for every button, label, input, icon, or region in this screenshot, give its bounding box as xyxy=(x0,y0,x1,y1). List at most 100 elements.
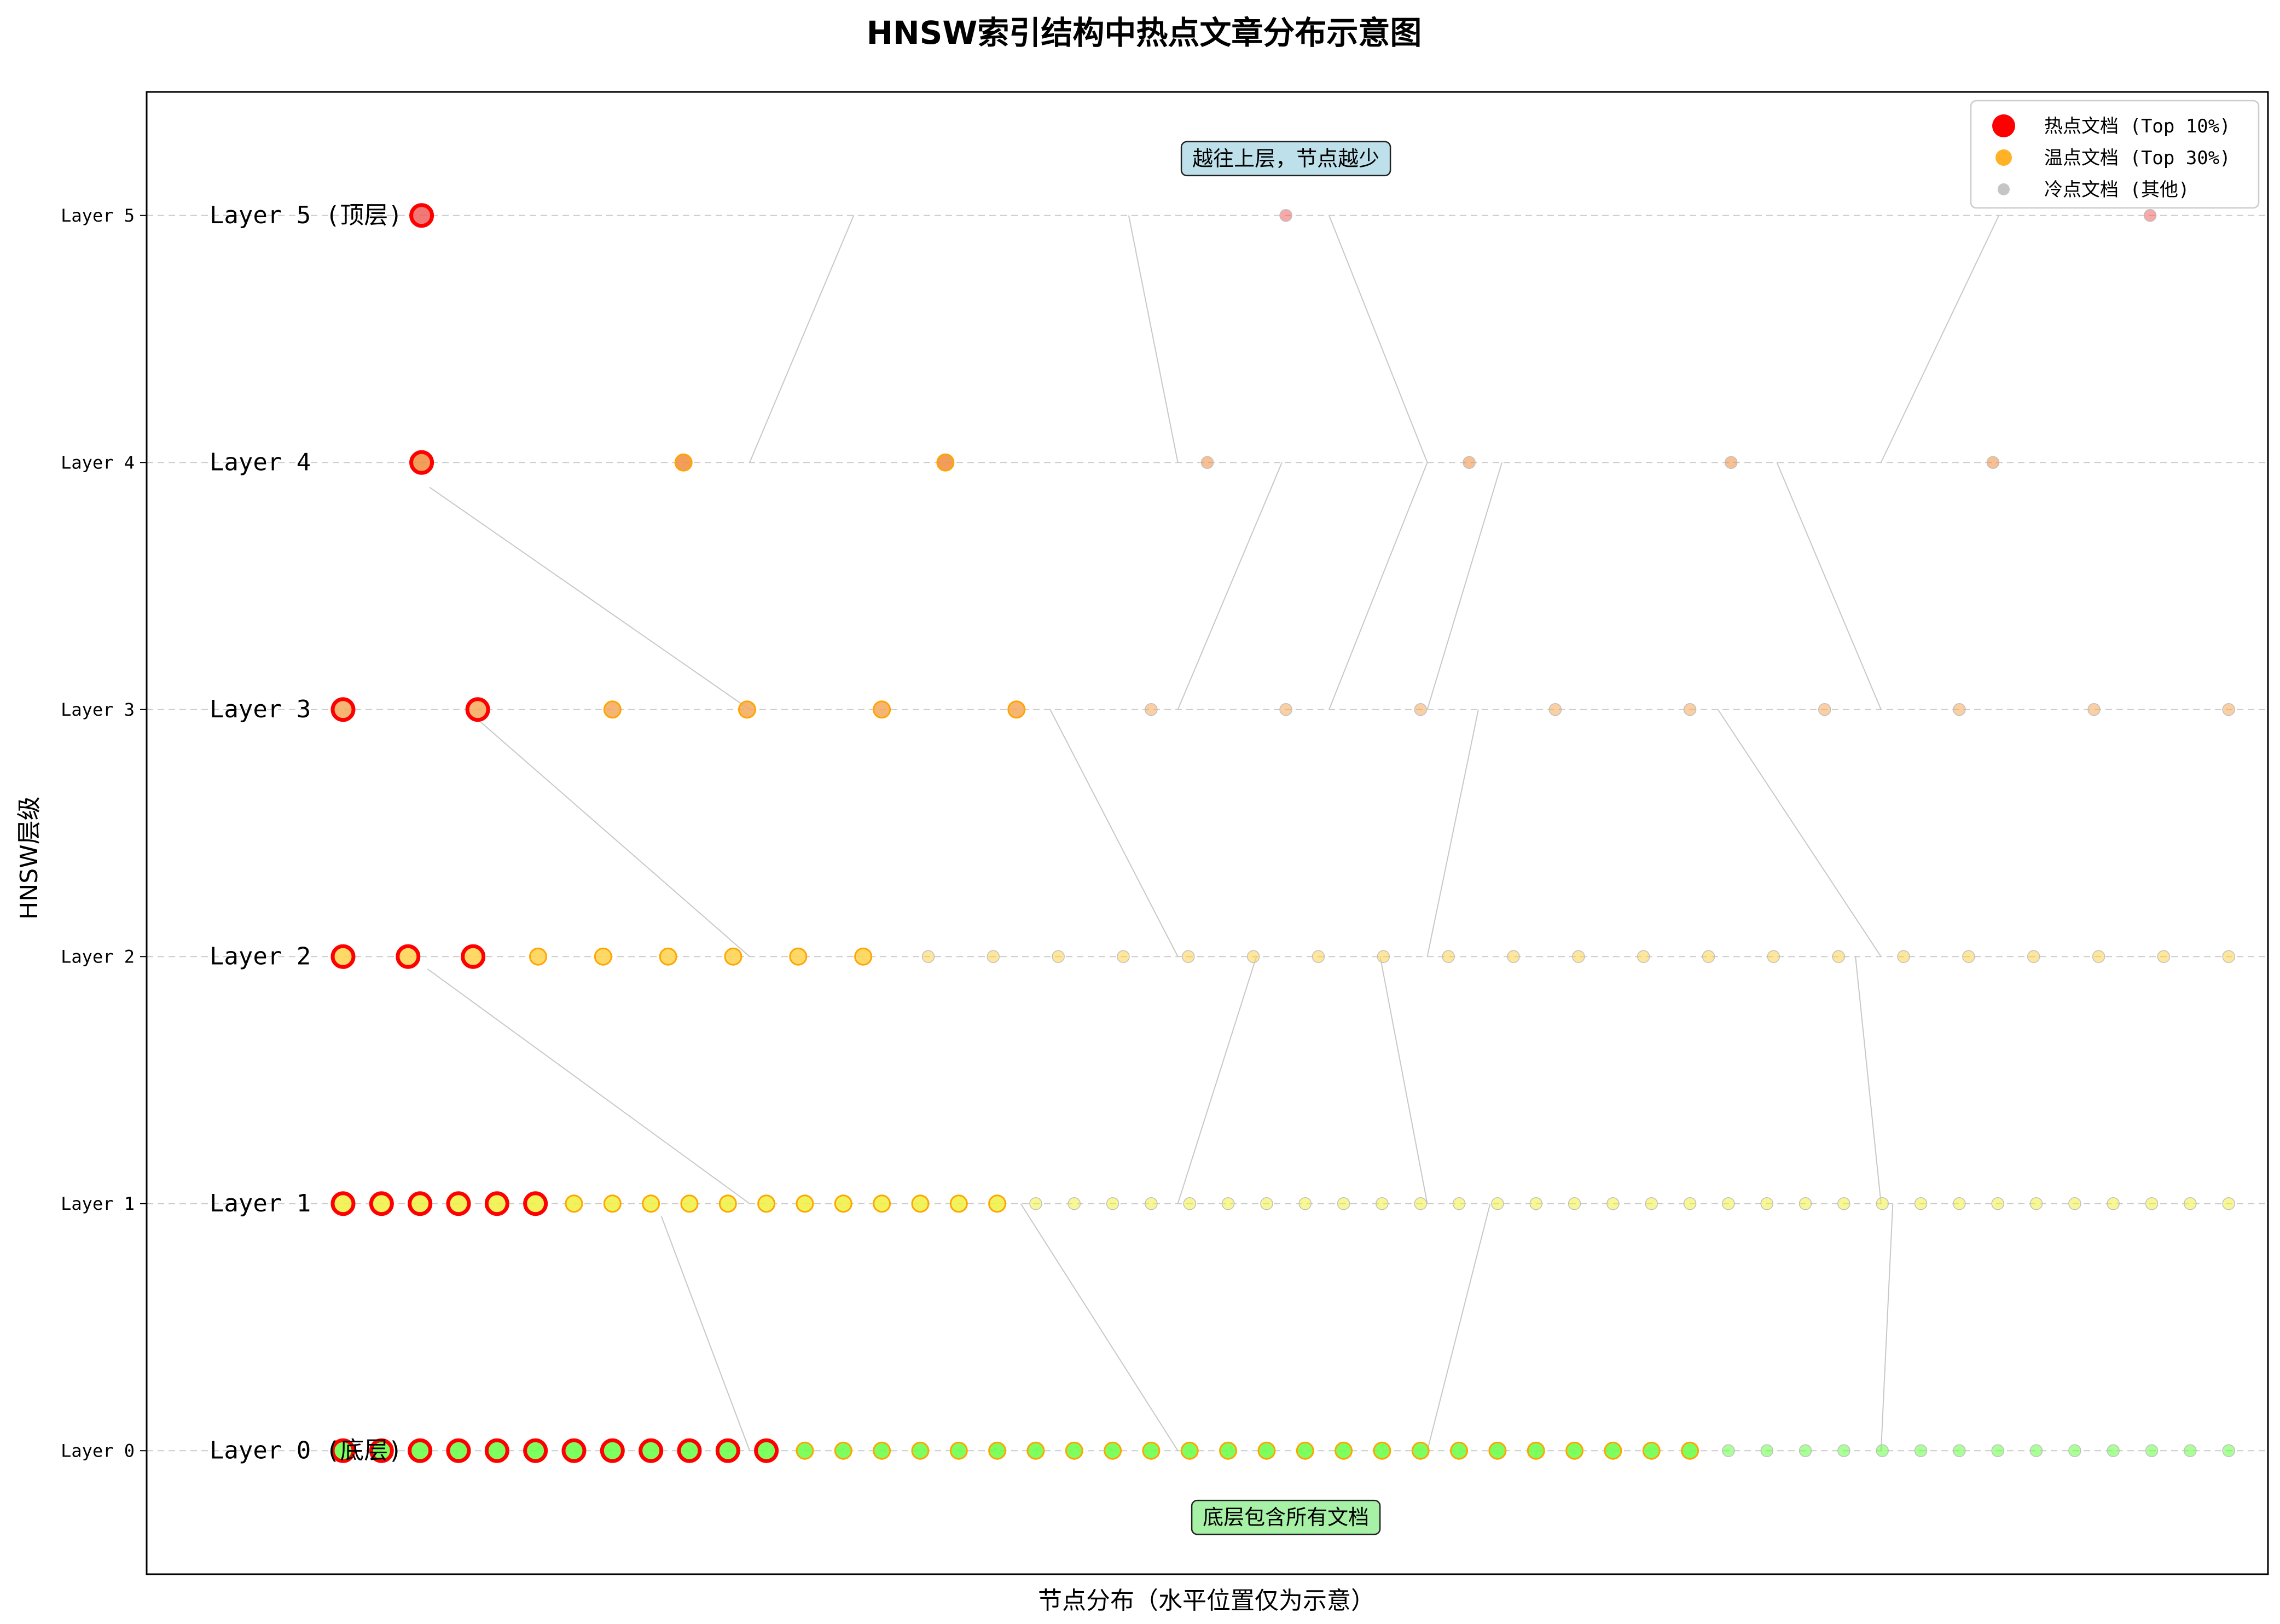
connection-line xyxy=(429,486,750,710)
warm-point xyxy=(724,947,742,966)
cold-point xyxy=(1377,950,1390,963)
cold-point xyxy=(2107,1444,2120,1457)
warm-point xyxy=(873,1441,891,1460)
layer-label: Layer 2 xyxy=(210,942,311,970)
warm-point xyxy=(757,1194,776,1213)
cold-point xyxy=(1799,1197,1812,1210)
y-ticks: Layer 0 Layer 1 Layer 2 Layer 3 Layer 4 Layer… xyxy=(61,205,147,1461)
cold-point xyxy=(1491,1197,1504,1210)
cold-point xyxy=(1298,1197,1312,1210)
cold-point xyxy=(2157,950,2171,963)
cold-point xyxy=(2068,1197,2081,1210)
legend-marker-cold xyxy=(1998,183,2010,195)
cold-point xyxy=(1145,703,1158,716)
connection-line xyxy=(1880,1203,1894,1451)
grid-lines xyxy=(147,214,2268,1452)
cold-point xyxy=(1507,950,1520,963)
cold-point xyxy=(1260,1197,1273,1210)
cold-point xyxy=(1068,1197,1081,1210)
hot-point xyxy=(369,1438,394,1463)
warm-point xyxy=(873,1194,891,1213)
connection-line xyxy=(749,215,855,463)
layer-label: Layer 3 xyxy=(210,695,311,723)
connection-line xyxy=(1128,215,1179,463)
cold-point xyxy=(2145,1197,2159,1210)
connection-line xyxy=(1177,956,1257,1204)
annotation-text: 底层包含所有文档 xyxy=(1203,1505,1369,1529)
legend: 热点文档 (Top 10%) 温点文档 (Top 30%) 冷点文档 (其他) xyxy=(1970,100,2260,209)
hot-point xyxy=(484,1438,509,1463)
cold-point xyxy=(1962,950,1975,963)
warm-point xyxy=(911,1194,930,1213)
legend-label-warm: 温点文档 (Top 30%) xyxy=(2044,147,2231,169)
cold-point xyxy=(1702,950,1715,963)
hot-point xyxy=(330,944,356,969)
cold-point xyxy=(2145,1444,2159,1457)
annotation-text: 越往上层，节点越少 xyxy=(1192,147,1379,171)
warm-point xyxy=(603,1194,622,1213)
cold-point xyxy=(2087,703,2101,716)
warm-point xyxy=(529,947,547,966)
hot-point xyxy=(715,1438,740,1463)
hot-point xyxy=(523,1438,548,1463)
cold-point xyxy=(1897,950,1910,963)
cold-point xyxy=(1760,1197,1773,1210)
cold-point xyxy=(2143,209,2157,222)
cold-point xyxy=(1914,1197,1928,1210)
cold-point xyxy=(2068,1444,2081,1457)
warm-point xyxy=(796,1441,814,1460)
connection-line xyxy=(1049,709,1179,957)
hot-point xyxy=(330,697,356,722)
legend-marker-hot xyxy=(1992,114,2015,137)
connection-line xyxy=(1328,462,1428,710)
cold-point xyxy=(1953,703,1966,716)
warm-point xyxy=(1104,1441,1122,1460)
cold-point xyxy=(1832,950,1845,963)
y-tick-label: Layer 3 xyxy=(61,699,135,720)
cold-point xyxy=(1818,703,1831,716)
warm-point xyxy=(1604,1441,1622,1460)
connection-line xyxy=(1177,462,1283,710)
cold-point xyxy=(1837,1197,1850,1210)
warm-point xyxy=(854,947,873,966)
warm-point xyxy=(988,1441,1007,1460)
cold-point xyxy=(2222,1197,2235,1210)
y-tick-label: Layer 1 xyxy=(61,1193,135,1214)
cold-point xyxy=(1442,950,1455,963)
hot-point xyxy=(484,1191,509,1216)
cold-point xyxy=(1246,950,1260,963)
cold-point xyxy=(1991,1444,2004,1457)
warm-point xyxy=(988,1194,1007,1213)
hot-point xyxy=(677,1438,702,1463)
warm-point xyxy=(1488,1441,1507,1460)
warm-point xyxy=(949,1441,968,1460)
cold-point xyxy=(1414,1197,1428,1210)
warm-point xyxy=(1565,1441,1584,1460)
legend-label-cold: 冷点文档 (其他) xyxy=(2044,179,2189,201)
layer-labels: Layer 0 (底层) Layer 1 Layer 2 Layer 3 Layer 4… xyxy=(210,201,403,1465)
cold-point xyxy=(1106,1197,1119,1210)
warm-point xyxy=(1642,1441,1661,1460)
cold-point xyxy=(1683,1197,1697,1210)
cold-point xyxy=(1767,950,1780,963)
warm-point xyxy=(594,947,612,966)
y-tick-label: Layer 5 xyxy=(61,205,135,226)
y-axis-label: HNSW层级 xyxy=(15,796,43,919)
cold-point xyxy=(2222,1444,2235,1457)
cold-point xyxy=(1117,950,1130,963)
cold-point xyxy=(1683,703,1697,716)
cold-point xyxy=(2029,1197,2043,1210)
cold-point xyxy=(2092,950,2105,963)
warm-point xyxy=(1681,1441,1699,1460)
warm-point xyxy=(911,1441,930,1460)
cold-point xyxy=(987,950,1000,963)
layer-label: Layer 1 xyxy=(210,1190,311,1217)
cold-point xyxy=(1463,456,1476,469)
warm-point xyxy=(1450,1441,1469,1460)
cold-point xyxy=(1606,1197,1620,1210)
cold-point xyxy=(1645,1197,1658,1210)
warm-point xyxy=(873,700,891,719)
hot-point xyxy=(523,1191,548,1216)
chart-title: HNSW索引结构中热点文章分布示意图 xyxy=(867,14,1422,51)
connection-line xyxy=(1426,709,1479,957)
